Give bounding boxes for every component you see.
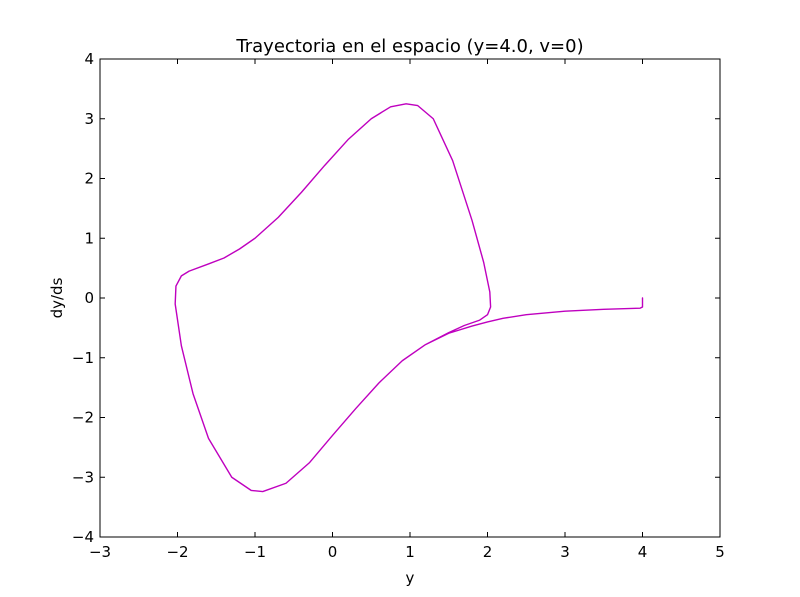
x-tick-label: 0 bbox=[328, 543, 338, 561]
y-tick-label: −3 bbox=[72, 468, 94, 486]
x-tick-label: 3 bbox=[560, 543, 570, 561]
chart-title: Trayectoria en el espacio (y=4.0, v=0) bbox=[235, 36, 583, 57]
y-axis-label: dy/ds bbox=[48, 277, 66, 318]
y-tick-label: 4 bbox=[84, 50, 94, 68]
y-tick-label: 2 bbox=[84, 170, 94, 188]
y-tick-label: −4 bbox=[72, 528, 94, 546]
x-tick-label: 5 bbox=[715, 543, 725, 561]
y-tick-label: 0 bbox=[84, 289, 94, 307]
x-tick-label: 4 bbox=[638, 543, 648, 561]
y-tick-label: 3 bbox=[84, 110, 94, 128]
x-tick-label: 1 bbox=[405, 543, 415, 561]
y-tick-label: 1 bbox=[84, 229, 94, 247]
x-tick-label: −3 bbox=[89, 543, 111, 561]
y-tick-label: −1 bbox=[72, 349, 94, 367]
x-tick-label: 2 bbox=[483, 543, 493, 561]
x-axis-label: y bbox=[406, 569, 415, 587]
series-line-0 bbox=[174, 103, 644, 493]
x-tick-label: −2 bbox=[166, 543, 188, 561]
y-tick-label: −2 bbox=[72, 409, 94, 427]
x-tick-label: −1 bbox=[244, 543, 266, 561]
